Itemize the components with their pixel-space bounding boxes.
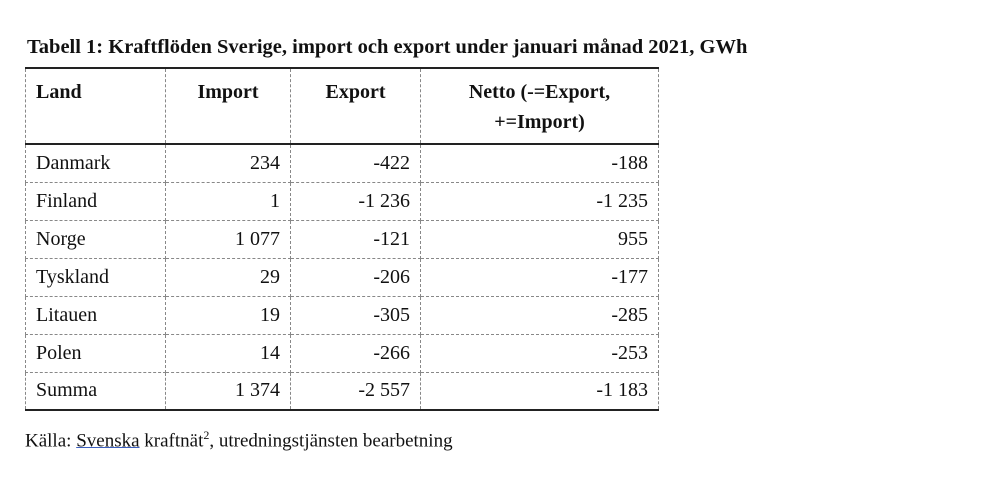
cell-label: Tyskland bbox=[25, 258, 166, 297]
cell-value: 1 bbox=[165, 182, 291, 221]
footnote-mark: 2 bbox=[203, 428, 210, 442]
cell-value: 955 bbox=[420, 220, 659, 259]
table-row: Tyskland 29 -206 -177 bbox=[25, 258, 659, 297]
cell-value: -206 bbox=[290, 258, 421, 297]
cell-label: Polen bbox=[25, 334, 166, 373]
column-header: Export bbox=[290, 67, 421, 145]
cell-value: -285 bbox=[420, 296, 659, 335]
cell-value: -2 557 bbox=[290, 372, 421, 411]
cell-value: 29 bbox=[165, 258, 291, 297]
table-row: Norge 1 077 -121 955 bbox=[25, 220, 659, 259]
table-title: Tabell 1: Kraftflöden Sverige, import oc… bbox=[27, 36, 748, 58]
table-row: Summa 1 374 -2 557 -1 183 bbox=[25, 372, 659, 411]
cell-value: -305 bbox=[290, 296, 421, 335]
table: Land Import Export Netto (-=Export, +=Impor… bbox=[25, 67, 659, 411]
cell-value: -1 183 bbox=[420, 372, 659, 411]
cell-label: Finland bbox=[25, 182, 166, 221]
cell-value: -253 bbox=[420, 334, 659, 373]
source-rest: , utredningstjänsten bearbetning bbox=[209, 430, 453, 452]
table-row: Danmark 234 -422 -188 bbox=[25, 144, 659, 183]
column-header: Netto (-=Export, +=Import) bbox=[420, 67, 659, 145]
cell-value: -422 bbox=[290, 144, 421, 183]
cell-value: -177 bbox=[420, 258, 659, 297]
source-word: kraftnät bbox=[144, 430, 204, 452]
cell-value: -1 235 bbox=[420, 182, 659, 221]
source-note: Källa: Svenska kraftnät2, utredningstjän… bbox=[25, 428, 453, 452]
cell-value: -121 bbox=[290, 220, 421, 259]
cell-value: -1 236 bbox=[290, 182, 421, 221]
cell-value: 19 bbox=[165, 296, 291, 335]
cell-label: Norge bbox=[25, 220, 166, 259]
source-prefix: Källa: bbox=[25, 430, 72, 452]
column-header: Land bbox=[25, 67, 166, 145]
table-row: Litauen 19 -305 -285 bbox=[25, 296, 659, 335]
cell-value: 234 bbox=[165, 144, 291, 183]
table-header: Land Import Export Netto (-=Export, +=Impor… bbox=[25, 67, 659, 145]
cell-value: 14 bbox=[165, 334, 291, 373]
cell-label: Summa bbox=[25, 372, 166, 411]
table-body: Danmark 234 -422 -188 Finland 1 -1 236 -1 235 No… bbox=[25, 144, 659, 411]
table-row: Polen 14 -266 -253 bbox=[25, 334, 659, 373]
cell-value: 1 077 bbox=[165, 220, 291, 259]
column-header: Import bbox=[165, 67, 291, 145]
header-row: Land Import Export Netto (-=Export, +=Impor… bbox=[25, 67, 659, 145]
cell-label: Litauen bbox=[25, 296, 166, 335]
cell-value: -266 bbox=[290, 334, 421, 373]
table-row: Finland 1 -1 236 -1 235 bbox=[25, 182, 659, 221]
cell-label: Danmark bbox=[25, 144, 166, 183]
source-link: Svenska bbox=[76, 430, 140, 452]
cell-value: -188 bbox=[420, 144, 659, 183]
cell-value: 1 374 bbox=[165, 372, 291, 411]
